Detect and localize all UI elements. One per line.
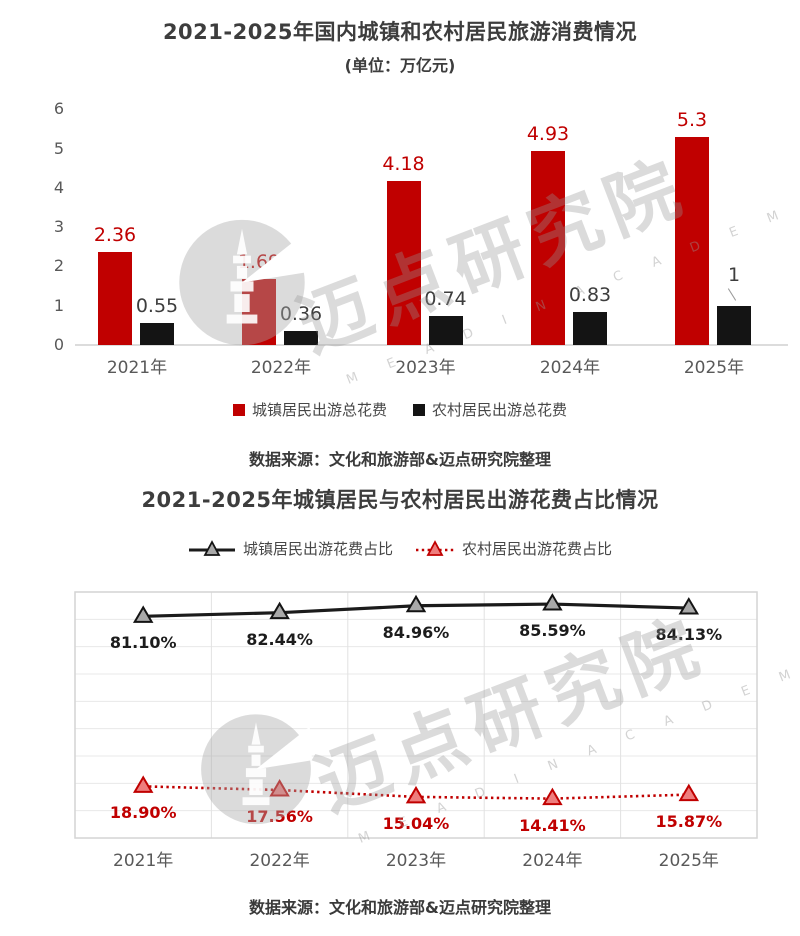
- legend-item-urban-spend: 城镇居民出游总花费: [232, 399, 387, 420]
- legend-item-rural-share: 农村居民出游花费占比: [415, 538, 612, 559]
- line-x-axis-label: 2025年: [658, 851, 719, 871]
- rural-line-sample-icon: [416, 539, 454, 556]
- rural-bar-2024年: [573, 312, 607, 345]
- plot-border: [74, 591, 758, 839]
- line-x-axis-label: 2022年: [249, 851, 310, 871]
- x-axis-line: [75, 344, 788, 346]
- legend-label-rural-spend: 农村居民出游总花费: [432, 401, 568, 419]
- rural-bar-2025年: [717, 306, 751, 345]
- rural-marker-2025年: [678, 783, 700, 802]
- bar-chart-legend: 城镇居民出游总花费 农村居民出游总花费: [0, 399, 800, 420]
- rural-bar-value-2021年: 0.55: [135, 295, 179, 317]
- rural-bar-2023年: [428, 316, 463, 345]
- rural-bar-value-2023年: 0.74: [424, 288, 467, 310]
- urban-bar-value-2024年: 4.93: [526, 123, 570, 145]
- bar-x-axis-label: 2022年: [250, 358, 312, 378]
- line-chart-source: 数据来源：文化和旅游部&迈点研究院整理: [249, 898, 551, 917]
- urban-series-swatch-icon: [232, 403, 245, 416]
- bar-chart-unit-subtitle: (单位：万亿元): [344, 56, 456, 75]
- line-chart-legend: 城镇居民出游花费占比 农村居民出游花费占比: [0, 538, 800, 559]
- line-x-axis-label: 2024年: [522, 851, 583, 871]
- line-x-axis-label: 2023年: [385, 851, 447, 871]
- bar-x-axis-label: 2021年: [106, 358, 168, 378]
- urban-bar-2021年: [98, 252, 132, 345]
- rural-marker-2021年: [132, 775, 154, 793]
- rural-series-swatch-icon: [413, 403, 425, 416]
- urban-bar-2024年: [531, 151, 565, 345]
- legend-label-urban-share: 城镇居民出游花费占比: [242, 540, 393, 558]
- line-chart-plot: [74, 591, 758, 839]
- bar-chart-source: 数据来源：文化和旅游部&迈点研究院整理: [249, 450, 551, 469]
- line-x-axis-label: 2021年: [113, 851, 174, 871]
- legend-item-rural-spend: 农村居民出游总花费: [413, 399, 567, 420]
- urban-sample-marker: [203, 539, 221, 556]
- urban-marker-2023年: [405, 594, 427, 613]
- rural-marker-2022年: [269, 779, 290, 797]
- bar-chart-plot: 0 1 2 3 4 5 6 2.36 1.69 4.18 4.93 5.3 0.55 0.36 0.74 0.…: [0, 95, 800, 385]
- urban-marker-2022年: [269, 601, 290, 620]
- bar-x-axis-label: 2024年: [539, 358, 601, 378]
- rural-sample-marker: [426, 539, 444, 556]
- y-axis-tick-label: 5: [53, 138, 64, 158]
- rural-marker-2023年: [405, 785, 427, 804]
- y-axis-tick-label: 3: [53, 217, 64, 237]
- legend-label-urban-spend: 城镇居民出游总花费: [251, 401, 387, 419]
- rural-bar-value-2024年: 0.83: [568, 284, 612, 306]
- urban-bar-2025年: [675, 137, 709, 345]
- rural-bar-2022年: [284, 331, 318, 345]
- rural-bar-value-2022年: 0.36: [279, 303, 323, 325]
- urban-marker-2024年: [542, 593, 563, 611]
- y-axis-tick-label: 4: [53, 177, 64, 197]
- rural-bar-2021年: [140, 323, 174, 345]
- bar-x-axis-label: 2025年: [683, 358, 745, 378]
- legend-label-rural-share: 农村居民出游花费占比: [462, 540, 613, 558]
- urban-bar-2023年: [386, 181, 421, 345]
- urban-bar-value-2023年: 4.18: [382, 153, 425, 175]
- y-axis-tick-label: 1: [53, 295, 64, 315]
- urban-line-sample-icon: [188, 539, 235, 556]
- line-chart-title: 2021-2025年城镇居民与农村居民出游花费占比情况: [141, 488, 659, 512]
- legend-item-urban-share: 城镇居民出游花费占比: [188, 538, 393, 559]
- y-axis-tick-label: 6: [53, 99, 64, 119]
- urban-marker-2021年: [132, 605, 154, 623]
- urban-marker-2025年: [678, 597, 700, 615]
- value-leader-line: [727, 288, 737, 301]
- y-axis-tick-label: 0: [53, 335, 64, 354]
- urban-bar-value-2022年: 1.69: [237, 251, 281, 273]
- rural-bar-value-2025年: 1: [727, 264, 741, 286]
- rural-marker-2024年: [542, 787, 563, 806]
- bar-chart-title: 2021-2025年国内城镇和农村居民旅游消费情况: [162, 20, 638, 44]
- y-axis-tick-label: 2: [53, 256, 64, 276]
- bar-x-axis-label: 2023年: [395, 358, 456, 378]
- urban-bar-value-2021年: 2.36: [93, 224, 137, 246]
- urban-bar-value-2025年: 5.3: [676, 109, 708, 131]
